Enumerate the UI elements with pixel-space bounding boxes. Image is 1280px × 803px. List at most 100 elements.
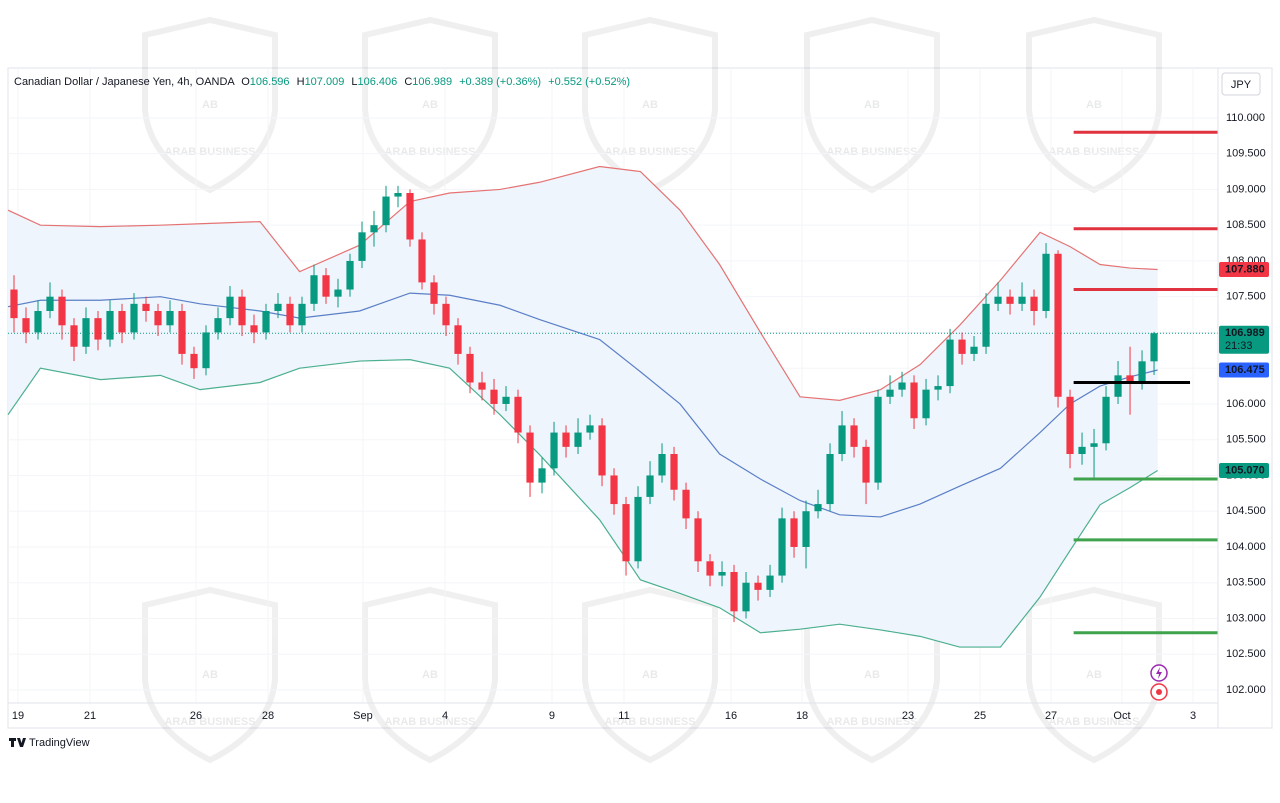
watermark-logo: AB	[642, 99, 658, 111]
candle-body	[274, 303, 282, 311]
watermark: AB ARAB BUSINESS	[804, 586, 940, 764]
candle-body	[646, 475, 654, 497]
countdown: 21:33	[1225, 340, 1253, 352]
candle-body	[514, 396, 522, 433]
candle-body	[778, 518, 786, 576]
watermark-shield	[142, 16, 278, 194]
candle-body	[910, 382, 918, 419]
watermark-text: ARAB BUSINESS	[1048, 146, 1139, 158]
candle-body	[310, 275, 318, 304]
y-tick-label: 104.500	[1226, 505, 1266, 517]
watermark-text: ARAB BUSINESS	[164, 716, 255, 728]
candle-body	[490, 389, 498, 404]
candle-body	[574, 432, 582, 447]
candle-body	[346, 260, 354, 290]
watermark-text: ARAB BUSINESS	[384, 146, 475, 158]
candle-body	[682, 489, 690, 519]
y-tick-label: 104.000	[1226, 541, 1266, 553]
alert-glyph	[1156, 667, 1162, 679]
y-tick-label: 103.500	[1226, 577, 1266, 589]
price-label-bg	[1219, 462, 1269, 478]
candle-body	[238, 296, 246, 326]
x-tick-label: Sep	[353, 710, 373, 722]
symbol: Canadian Dollar / Japanese Yen, 4h, OAND…	[14, 76, 235, 88]
candle-body	[826, 454, 834, 505]
candle-body	[1030, 296, 1038, 311]
watermark-text: ARAB BUSINESS	[826, 146, 917, 158]
x-tick-label: 3	[1190, 710, 1196, 722]
watermark-shield	[1026, 16, 1162, 194]
candle-body	[1114, 375, 1122, 397]
candle-body	[154, 310, 162, 326]
candle-body	[142, 303, 150, 311]
price-label-bg	[1219, 362, 1269, 378]
change: +0.389 (+0.36%)	[459, 76, 541, 88]
y-tick-label: 109.000	[1226, 183, 1266, 195]
h-label: H	[297, 76, 305, 88]
x-tick-label: 4	[442, 710, 448, 722]
candle-body	[466, 353, 474, 383]
candle-body	[58, 296, 66, 326]
y-tick-label: 106.000	[1226, 398, 1266, 410]
low: 106.406	[358, 76, 398, 88]
candle-body	[550, 432, 558, 469]
x-tick-label: 11	[618, 710, 629, 722]
candle-body	[706, 561, 714, 576]
candle-body	[286, 303, 294, 326]
band-line	[7, 165, 1158, 401]
price-label-bg	[1219, 325, 1269, 354]
watermark: AB ARAB BUSINESS	[582, 586, 718, 764]
candle-body	[814, 504, 822, 512]
watermark-shield	[582, 586, 718, 764]
candle-body	[118, 310, 126, 333]
x-tick-label: 19	[12, 710, 24, 722]
candle-body	[754, 582, 762, 590]
candle-body	[10, 289, 18, 319]
candle-body	[1018, 296, 1026, 304]
candle-body	[358, 232, 366, 261]
watermark-text: ARAB BUSINESS	[826, 716, 917, 728]
candle-body	[46, 296, 54, 311]
x-tick-label: 18	[796, 710, 808, 722]
price-label: 105.070	[1225, 464, 1265, 476]
candle-body	[766, 575, 774, 590]
l-label: L	[351, 76, 357, 88]
candle-body	[394, 192, 402, 197]
candle-body	[478, 382, 486, 390]
candle-body	[1066, 396, 1074, 455]
candle-body	[934, 386, 942, 390]
candle-body	[1126, 375, 1134, 383]
x-tick-label: 21	[84, 710, 96, 722]
candle-body	[946, 339, 954, 387]
watermark-shield	[362, 16, 498, 194]
watermark-text: ARAB BUSINESS	[1048, 716, 1139, 728]
watermark-logo: AB	[864, 99, 880, 111]
candle-body	[454, 325, 462, 354]
tradingview-logo[interactable]: TradingView	[9, 737, 90, 749]
candle-body	[166, 310, 174, 326]
candle-body	[994, 296, 1002, 304]
candle-body	[262, 310, 270, 333]
candle-body	[670, 454, 678, 490]
watermark-logo: AB	[642, 669, 658, 681]
candle-body	[922, 389, 930, 419]
close: 106.989	[412, 76, 452, 88]
x-tick-label: 28	[262, 710, 274, 722]
candle-body	[718, 571, 726, 576]
y-tick-label: 110.000	[1226, 112, 1265, 124]
candle-body	[418, 239, 426, 283]
plot	[7, 130, 1218, 648]
candle-body	[190, 353, 198, 369]
price-label: 106.475	[1225, 364, 1265, 376]
watermark: AB ARAB BUSINESS	[142, 16, 278, 194]
candle-body	[226, 296, 234, 319]
candle-body	[1102, 396, 1110, 444]
chart-icons[interactable]	[1150, 664, 1168, 701]
watermark-shield	[362, 586, 498, 764]
candle-body	[838, 425, 846, 455]
watermark: AB ARAB BUSINESS	[142, 586, 278, 764]
y-tick-label: 105.500	[1226, 434, 1266, 446]
watermark-text: ARAB BUSINESS	[164, 146, 255, 158]
currency-box[interactable]	[1221, 72, 1261, 96]
